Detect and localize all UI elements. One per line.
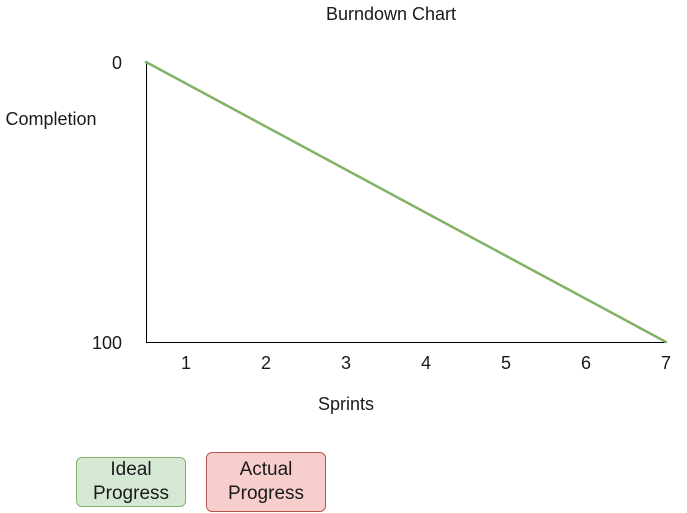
y-tick-label: 100 xyxy=(92,333,122,353)
y-tick-labels: 0 100 xyxy=(92,53,122,353)
x-tick-label: 2 xyxy=(261,353,271,373)
chart-title: Burndown Chart xyxy=(326,4,456,24)
x-tick-label: 3 xyxy=(341,353,351,373)
x-tick-label: 1 xyxy=(181,353,191,373)
y-tick-label: 0 xyxy=(112,53,122,73)
x-tick-label: 5 xyxy=(501,353,511,373)
legend-item-ideal-progress: Ideal Progress xyxy=(76,457,186,507)
x-axis-label: Sprints xyxy=(318,394,374,414)
series-line xyxy=(144,60,668,344)
x-tick-label: 7 xyxy=(661,353,671,373)
series-layer xyxy=(144,60,668,344)
x-tick-label: 4 xyxy=(421,353,431,373)
y-axis-label: Completion xyxy=(5,109,96,129)
x-tick-label: 6 xyxy=(581,353,591,373)
x-tick-labels: 1 2 3 4 5 6 7 xyxy=(181,353,671,373)
legend-item-actual-progress: Actual Progress xyxy=(206,452,326,512)
